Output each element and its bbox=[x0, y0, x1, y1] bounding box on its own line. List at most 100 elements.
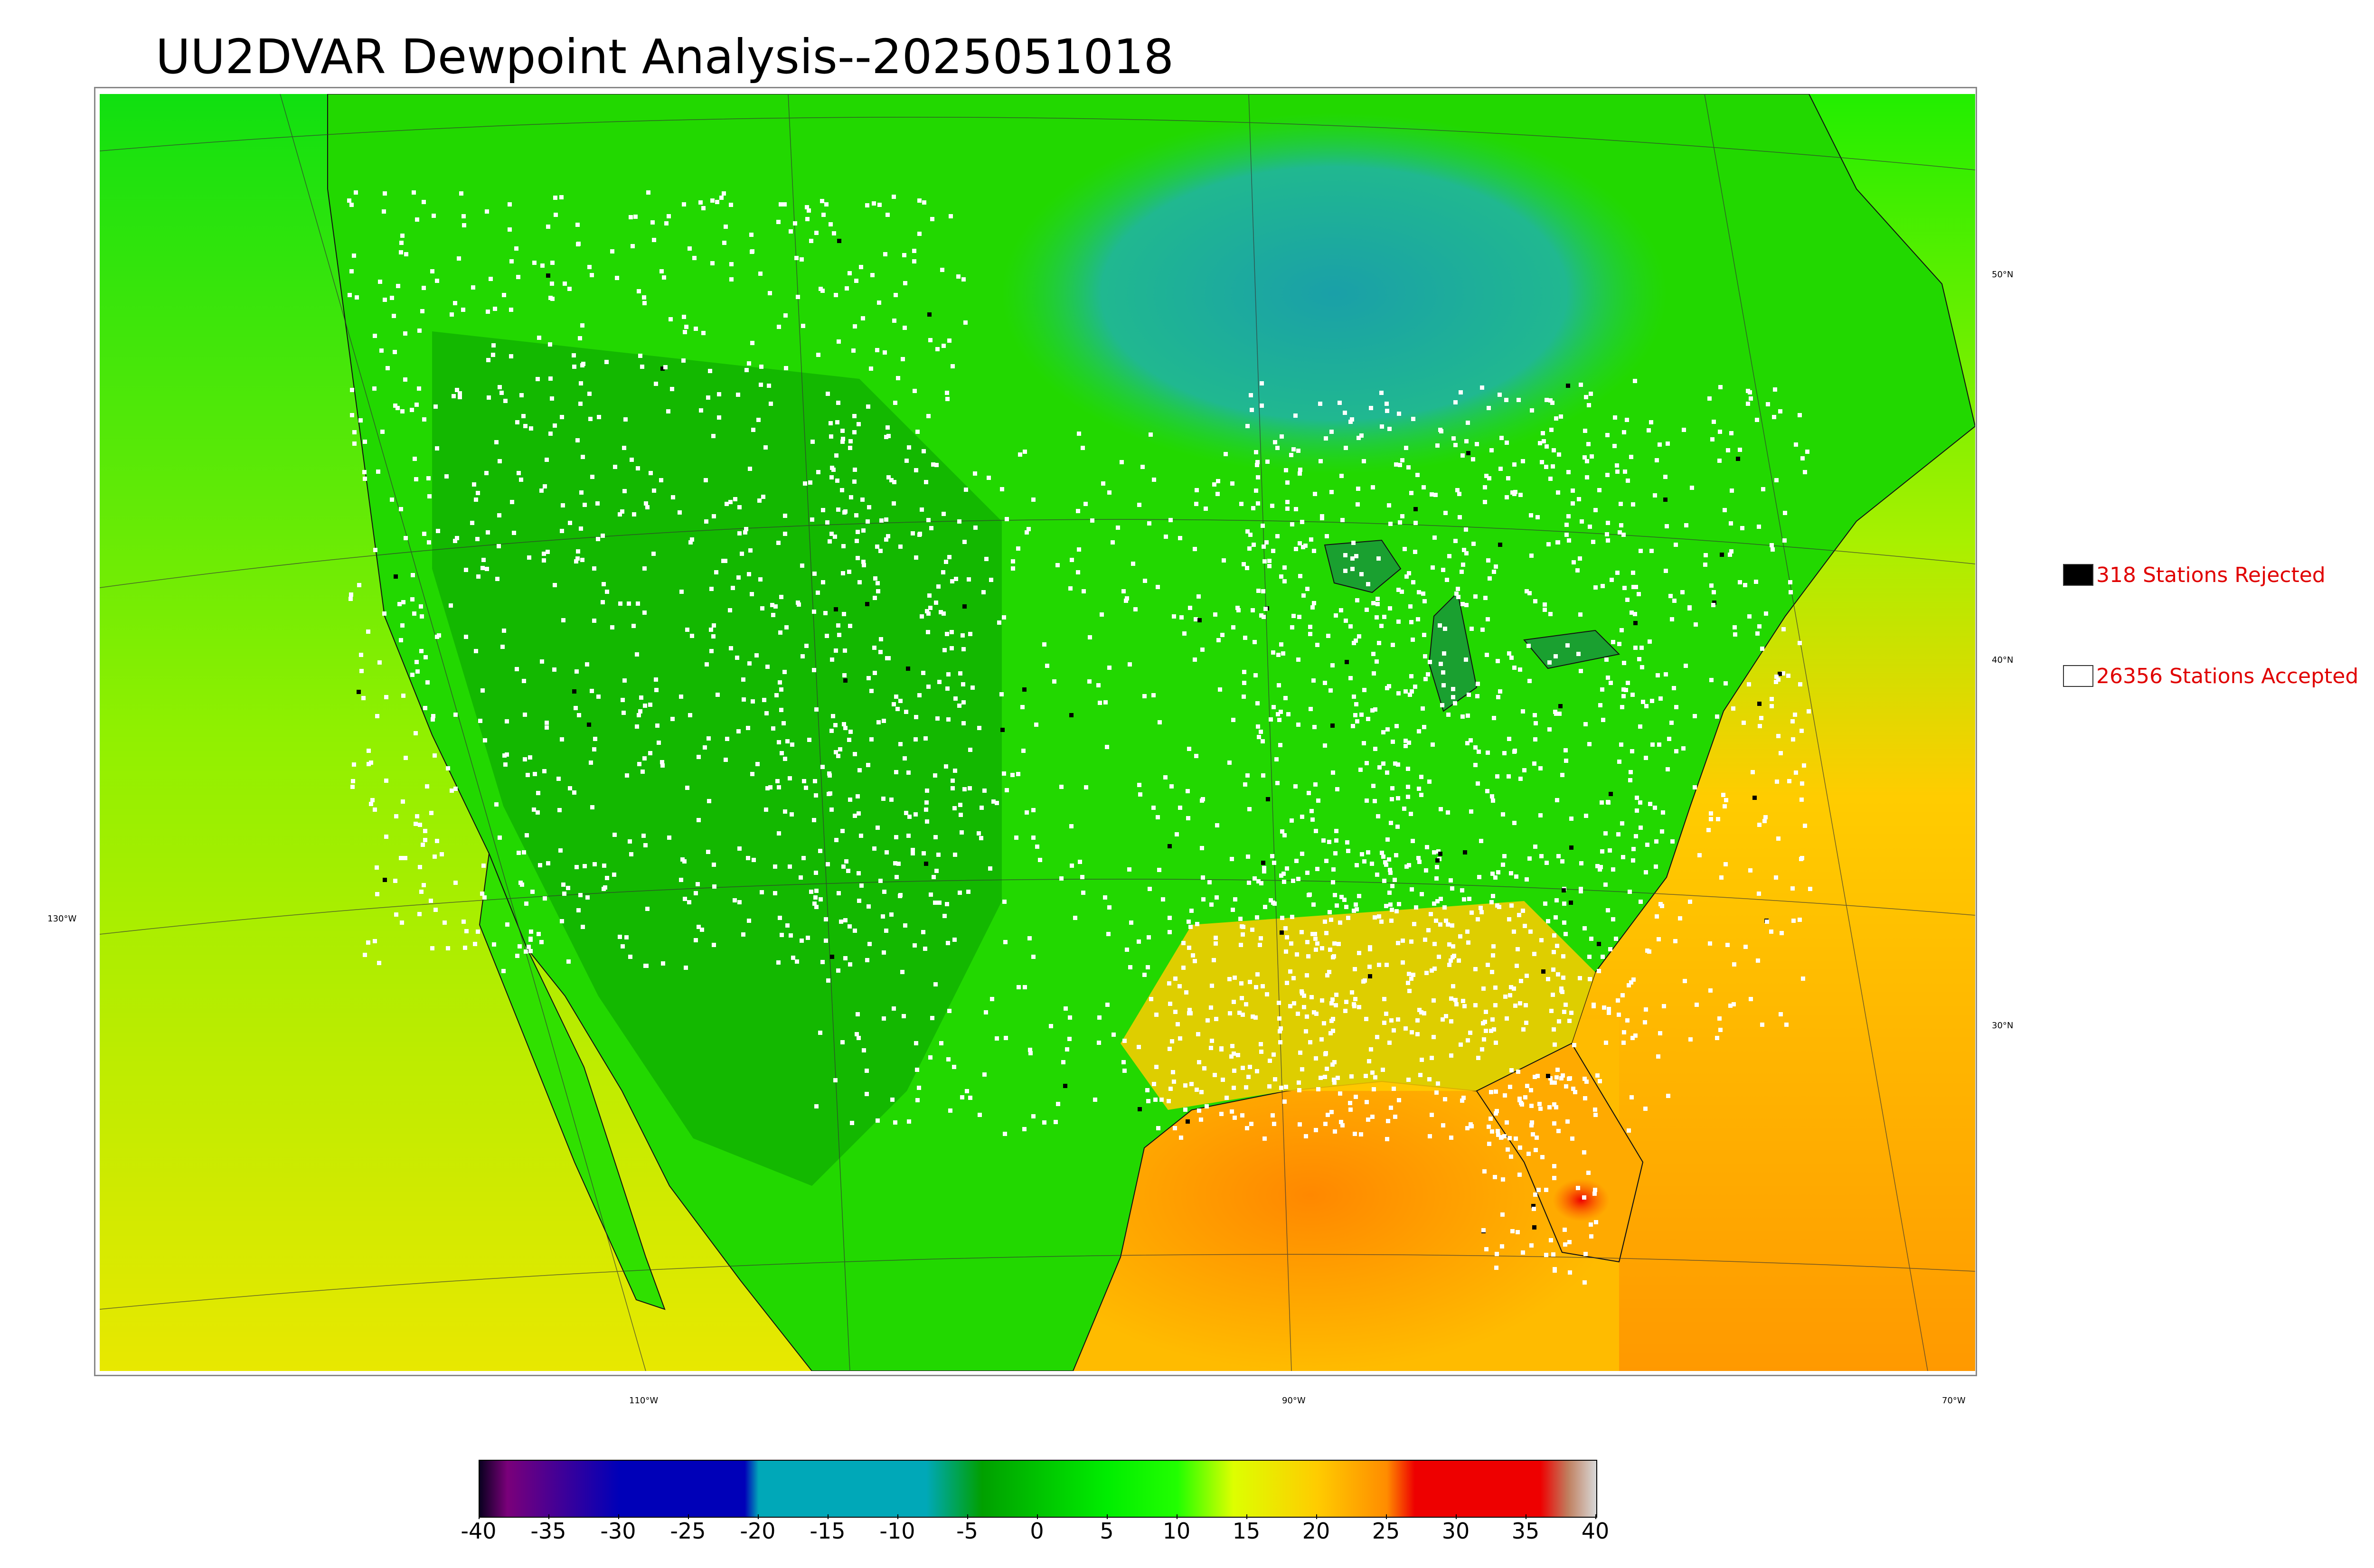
station-marker bbox=[1786, 674, 1790, 678]
station-marker bbox=[876, 720, 881, 724]
station-marker bbox=[1429, 912, 1433, 916]
station-marker bbox=[1510, 1229, 1515, 1233]
station-marker bbox=[921, 671, 925, 675]
station-marker bbox=[1583, 722, 1588, 726]
station-marker bbox=[1453, 443, 1458, 447]
station-marker bbox=[750, 249, 754, 254]
station-marker bbox=[944, 560, 948, 564]
station-marker bbox=[898, 699, 903, 703]
station-marker bbox=[694, 891, 698, 895]
station-marker bbox=[1241, 1013, 1245, 1017]
station-marker bbox=[704, 519, 708, 524]
station-marker bbox=[1300, 815, 1304, 819]
station-marker bbox=[384, 779, 388, 783]
station-marker bbox=[1373, 799, 1377, 803]
station-marker bbox=[415, 660, 419, 664]
station-marker bbox=[410, 597, 415, 601]
station-marker bbox=[576, 908, 581, 912]
station-marker bbox=[903, 756, 907, 761]
station-marker bbox=[814, 793, 818, 798]
station-marker bbox=[865, 958, 869, 962]
station-marker bbox=[937, 901, 942, 905]
station-marker bbox=[1376, 814, 1380, 818]
station-marker bbox=[410, 408, 414, 412]
station-marker bbox=[528, 755, 532, 760]
station-marker bbox=[642, 566, 647, 571]
station-marker bbox=[737, 900, 742, 904]
station-marker bbox=[1498, 689, 1502, 694]
station-marker bbox=[1290, 625, 1294, 629]
station-marker bbox=[1614, 937, 1618, 941]
station-marker bbox=[1563, 1228, 1567, 1232]
station-marker bbox=[1339, 608, 1343, 612]
station-marker bbox=[1302, 994, 1306, 998]
station-marker bbox=[873, 576, 877, 581]
station-marker bbox=[1512, 986, 1516, 991]
station-marker bbox=[1650, 742, 1655, 747]
station-marker bbox=[968, 748, 972, 752]
station-marker bbox=[747, 361, 751, 366]
station-marker bbox=[1605, 532, 1609, 536]
station-marker bbox=[1156, 585, 1160, 589]
station-marker bbox=[1197, 1060, 1201, 1064]
station-marker bbox=[1450, 923, 1454, 928]
station-marker bbox=[1477, 750, 1481, 754]
station-marker bbox=[1597, 969, 1601, 973]
station-marker bbox=[999, 692, 1004, 696]
station-marker bbox=[620, 509, 624, 514]
station-marker bbox=[878, 879, 883, 883]
station-marker bbox=[542, 552, 546, 556]
station-marker bbox=[503, 399, 508, 403]
station-marker bbox=[1247, 881, 1251, 885]
station-marker bbox=[776, 220, 781, 224]
station-marker bbox=[1507, 737, 1511, 741]
station-marker bbox=[1434, 876, 1439, 881]
station-marker bbox=[1201, 897, 1206, 901]
station-marker bbox=[1764, 611, 1768, 616]
station-marker bbox=[1272, 1122, 1276, 1126]
station-marker bbox=[1054, 1120, 1058, 1124]
station-marker bbox=[804, 644, 809, 648]
station-marker bbox=[1323, 1052, 1328, 1056]
station-marker bbox=[1212, 482, 1216, 487]
station-marker bbox=[1298, 541, 1302, 545]
station-marker bbox=[892, 1006, 896, 1011]
station-marker bbox=[415, 403, 419, 407]
station-marker bbox=[1355, 863, 1359, 867]
station-marker bbox=[560, 919, 564, 923]
station-marker bbox=[1152, 478, 1156, 482]
station-marker bbox=[427, 540, 431, 545]
station-marker bbox=[1611, 867, 1615, 872]
station-marker bbox=[1194, 502, 1198, 506]
station-marker bbox=[807, 208, 811, 213]
station-marker bbox=[1017, 985, 1021, 989]
station-marker bbox=[805, 205, 809, 209]
station-marker bbox=[683, 897, 687, 901]
station-marker bbox=[396, 406, 400, 410]
rejected-swatch bbox=[2063, 564, 2093, 586]
station-marker bbox=[756, 418, 761, 422]
station-marker bbox=[1541, 969, 1545, 974]
station-marker bbox=[419, 649, 424, 653]
station-marker bbox=[1502, 1134, 1507, 1138]
station-marker bbox=[453, 713, 458, 717]
station-marker bbox=[1168, 518, 1173, 522]
station-marker bbox=[548, 296, 553, 300]
station-marker bbox=[1658, 696, 1663, 701]
station-marker bbox=[1242, 695, 1246, 699]
station-marker bbox=[1603, 883, 1608, 887]
station-marker bbox=[1749, 997, 1753, 1001]
station-marker bbox=[1280, 434, 1284, 439]
station-marker bbox=[1578, 612, 1583, 617]
station-marker bbox=[729, 277, 734, 282]
station-marker bbox=[1509, 871, 1513, 875]
station-marker bbox=[423, 838, 427, 842]
station-marker bbox=[1784, 1023, 1789, 1027]
station-marker bbox=[1738, 448, 1742, 452]
station-marker bbox=[642, 756, 647, 761]
station-marker bbox=[1489, 900, 1494, 904]
station-marker bbox=[1455, 488, 1460, 492]
station-marker bbox=[1392, 1087, 1396, 1091]
station-marker bbox=[1693, 714, 1697, 718]
station-marker bbox=[921, 930, 925, 934]
